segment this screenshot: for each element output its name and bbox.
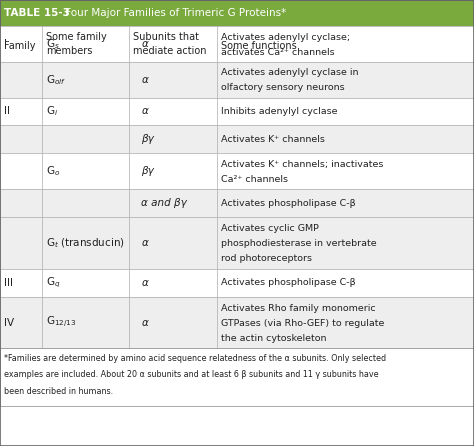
Bar	[0, 269, 42, 297]
Text: Activates phospholipase C-β: Activates phospholipase C-β	[221, 278, 356, 287]
Bar	[42, 297, 129, 348]
Bar	[217, 217, 474, 269]
Bar	[129, 153, 217, 189]
Bar	[42, 26, 129, 66]
Bar	[129, 98, 217, 125]
Bar	[217, 125, 474, 153]
Bar	[0, 153, 42, 189]
Bar	[0, 217, 42, 269]
Text: Ca²⁺ channels: Ca²⁺ channels	[221, 175, 288, 184]
Text: α: α	[141, 107, 148, 116]
Text: G$_s$: G$_s$	[46, 37, 59, 51]
Bar	[129, 269, 217, 297]
Text: G$_o$: G$_o$	[46, 164, 60, 178]
Bar	[217, 98, 474, 125]
Bar	[217, 26, 474, 66]
Bar	[129, 125, 217, 153]
Text: βγ: βγ	[141, 166, 154, 176]
Bar	[42, 153, 129, 189]
Text: activates Ca²⁺ channels: activates Ca²⁺ channels	[221, 48, 335, 57]
Bar	[42, 189, 129, 217]
Bar	[0, 26, 42, 66]
Bar	[129, 62, 217, 98]
Bar	[217, 297, 474, 348]
Bar	[0, 26, 474, 62]
Text: Activates phospholipase C-β: Activates phospholipase C-β	[221, 198, 356, 207]
Text: G$_q$: G$_q$	[46, 276, 60, 290]
Text: rod photoreceptors: rod photoreceptors	[221, 254, 312, 264]
Text: members: members	[46, 46, 92, 57]
Bar	[0, 98, 42, 125]
Bar	[42, 62, 129, 98]
Text: Activates adenylyl cyclase in: Activates adenylyl cyclase in	[221, 68, 359, 78]
Text: α and βγ: α and βγ	[141, 198, 187, 208]
Text: G$_i$: G$_i$	[46, 105, 58, 118]
Bar	[0, 189, 474, 217]
Text: Some functions: Some functions	[221, 41, 297, 51]
Bar	[0, 26, 42, 62]
Bar	[129, 189, 217, 217]
Bar	[129, 217, 217, 269]
Text: Activates K⁺ channels: Activates K⁺ channels	[221, 135, 325, 144]
Bar	[0, 98, 474, 125]
Bar	[0, 189, 42, 217]
Bar	[0, 348, 474, 406]
Bar	[0, 269, 474, 297]
Text: α: α	[141, 39, 148, 49]
Text: phosphodiesterase in vertebrate: phosphodiesterase in vertebrate	[221, 239, 377, 248]
Text: Some family: Some family	[46, 32, 107, 42]
Text: mediate action: mediate action	[133, 46, 207, 57]
Bar	[0, 217, 474, 269]
Text: Activates adenylyl cyclase;: Activates adenylyl cyclase;	[221, 33, 350, 41]
Bar	[42, 26, 129, 62]
Bar	[217, 26, 474, 62]
Bar	[0, 26, 474, 66]
Bar	[42, 98, 129, 125]
Text: Family: Family	[4, 41, 36, 51]
Bar	[0, 62, 42, 98]
Text: GTPases (via Rho-GEF) to regulate: GTPases (via Rho-GEF) to regulate	[221, 319, 384, 328]
Text: G$_{olf}$: G$_{olf}$	[46, 73, 66, 87]
Text: TABLE 15-3: TABLE 15-3	[4, 8, 70, 18]
Bar	[129, 26, 217, 62]
Text: α: α	[141, 318, 148, 327]
Bar	[0, 0, 474, 26]
Text: been described in humans.: been described in humans.	[4, 387, 113, 396]
Bar	[217, 189, 474, 217]
Text: Four Major Families of Trimeric G Proteins*: Four Major Families of Trimeric G Protei…	[62, 8, 286, 18]
Bar	[0, 297, 42, 348]
Text: Subunits that: Subunits that	[133, 32, 200, 42]
Text: IV: IV	[4, 318, 14, 327]
Bar	[217, 269, 474, 297]
Text: I: I	[4, 39, 7, 49]
Text: βγ: βγ	[141, 134, 154, 145]
Text: α: α	[141, 278, 148, 288]
Text: Activates K⁺ channels; inactivates: Activates K⁺ channels; inactivates	[221, 160, 383, 169]
Text: examples are included. About 20 α subunits and at least 6 β subunits and 11 γ su: examples are included. About 20 α subuni…	[4, 370, 379, 380]
Text: Activates cyclic GMP: Activates cyclic GMP	[221, 224, 319, 233]
Text: II: II	[4, 107, 10, 116]
Bar	[0, 297, 474, 348]
Text: III: III	[4, 278, 13, 288]
Bar	[0, 153, 474, 189]
Bar	[0, 125, 42, 153]
Text: Activates Rho family monomeric: Activates Rho family monomeric	[221, 304, 376, 313]
Text: the actin cytoskeleton: the actin cytoskeleton	[221, 334, 327, 343]
Bar	[217, 62, 474, 98]
Bar	[0, 62, 474, 98]
Bar	[129, 26, 217, 66]
Bar	[42, 125, 129, 153]
Bar	[217, 153, 474, 189]
Bar	[0, 125, 474, 153]
Bar	[129, 297, 217, 348]
Text: α: α	[141, 74, 148, 85]
Text: *Families are determined by amino acid sequence relatedness of the α subunits. O: *Families are determined by amino acid s…	[4, 354, 386, 363]
Text: G$_t$ (transducin): G$_t$ (transducin)	[46, 236, 125, 250]
Bar	[42, 217, 129, 269]
Bar	[42, 269, 129, 297]
Text: olfactory sensory neurons: olfactory sensory neurons	[221, 83, 345, 92]
Text: α: α	[141, 238, 148, 248]
Text: Inhibits adenylyl cyclase: Inhibits adenylyl cyclase	[221, 107, 337, 116]
Text: G$_{12/13}$: G$_{12/13}$	[46, 315, 76, 330]
